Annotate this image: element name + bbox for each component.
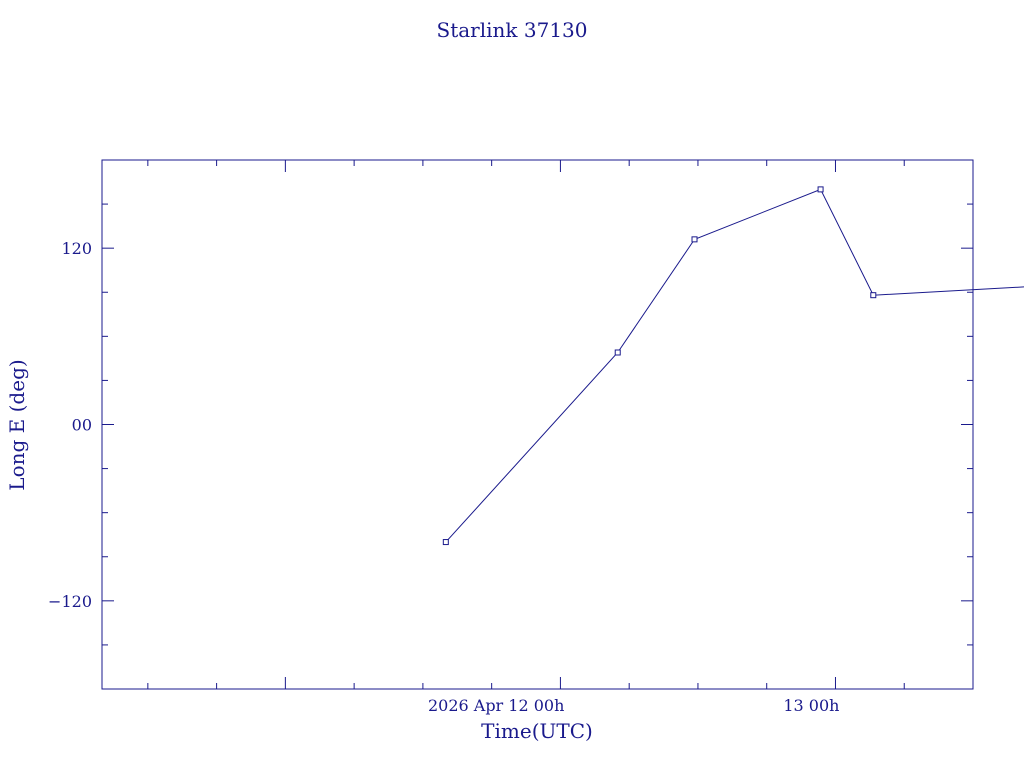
y-tick-label: 120 bbox=[61, 239, 92, 258]
data-point bbox=[614, 349, 621, 356]
x-tick-label: 13 00h bbox=[783, 696, 839, 715]
y-tick-label: 00 bbox=[72, 416, 92, 435]
y-axis-label: Long E (deg) bbox=[5, 359, 29, 490]
data-point bbox=[442, 539, 449, 546]
data-point bbox=[870, 292, 877, 299]
series-line bbox=[445, 188, 1024, 543]
series bbox=[442, 186, 1024, 546]
data-point bbox=[817, 186, 824, 193]
tick-marks bbox=[102, 160, 974, 689]
data-point bbox=[691, 236, 698, 243]
x-tick-label: 2026 Apr 12 00h bbox=[428, 696, 564, 715]
chart-title: Starlink 37130 bbox=[437, 18, 588, 42]
x-axis-label: Time(UTC) bbox=[481, 719, 593, 743]
plot-frame bbox=[101, 159, 974, 690]
y-tick-label: −120 bbox=[48, 592, 92, 611]
